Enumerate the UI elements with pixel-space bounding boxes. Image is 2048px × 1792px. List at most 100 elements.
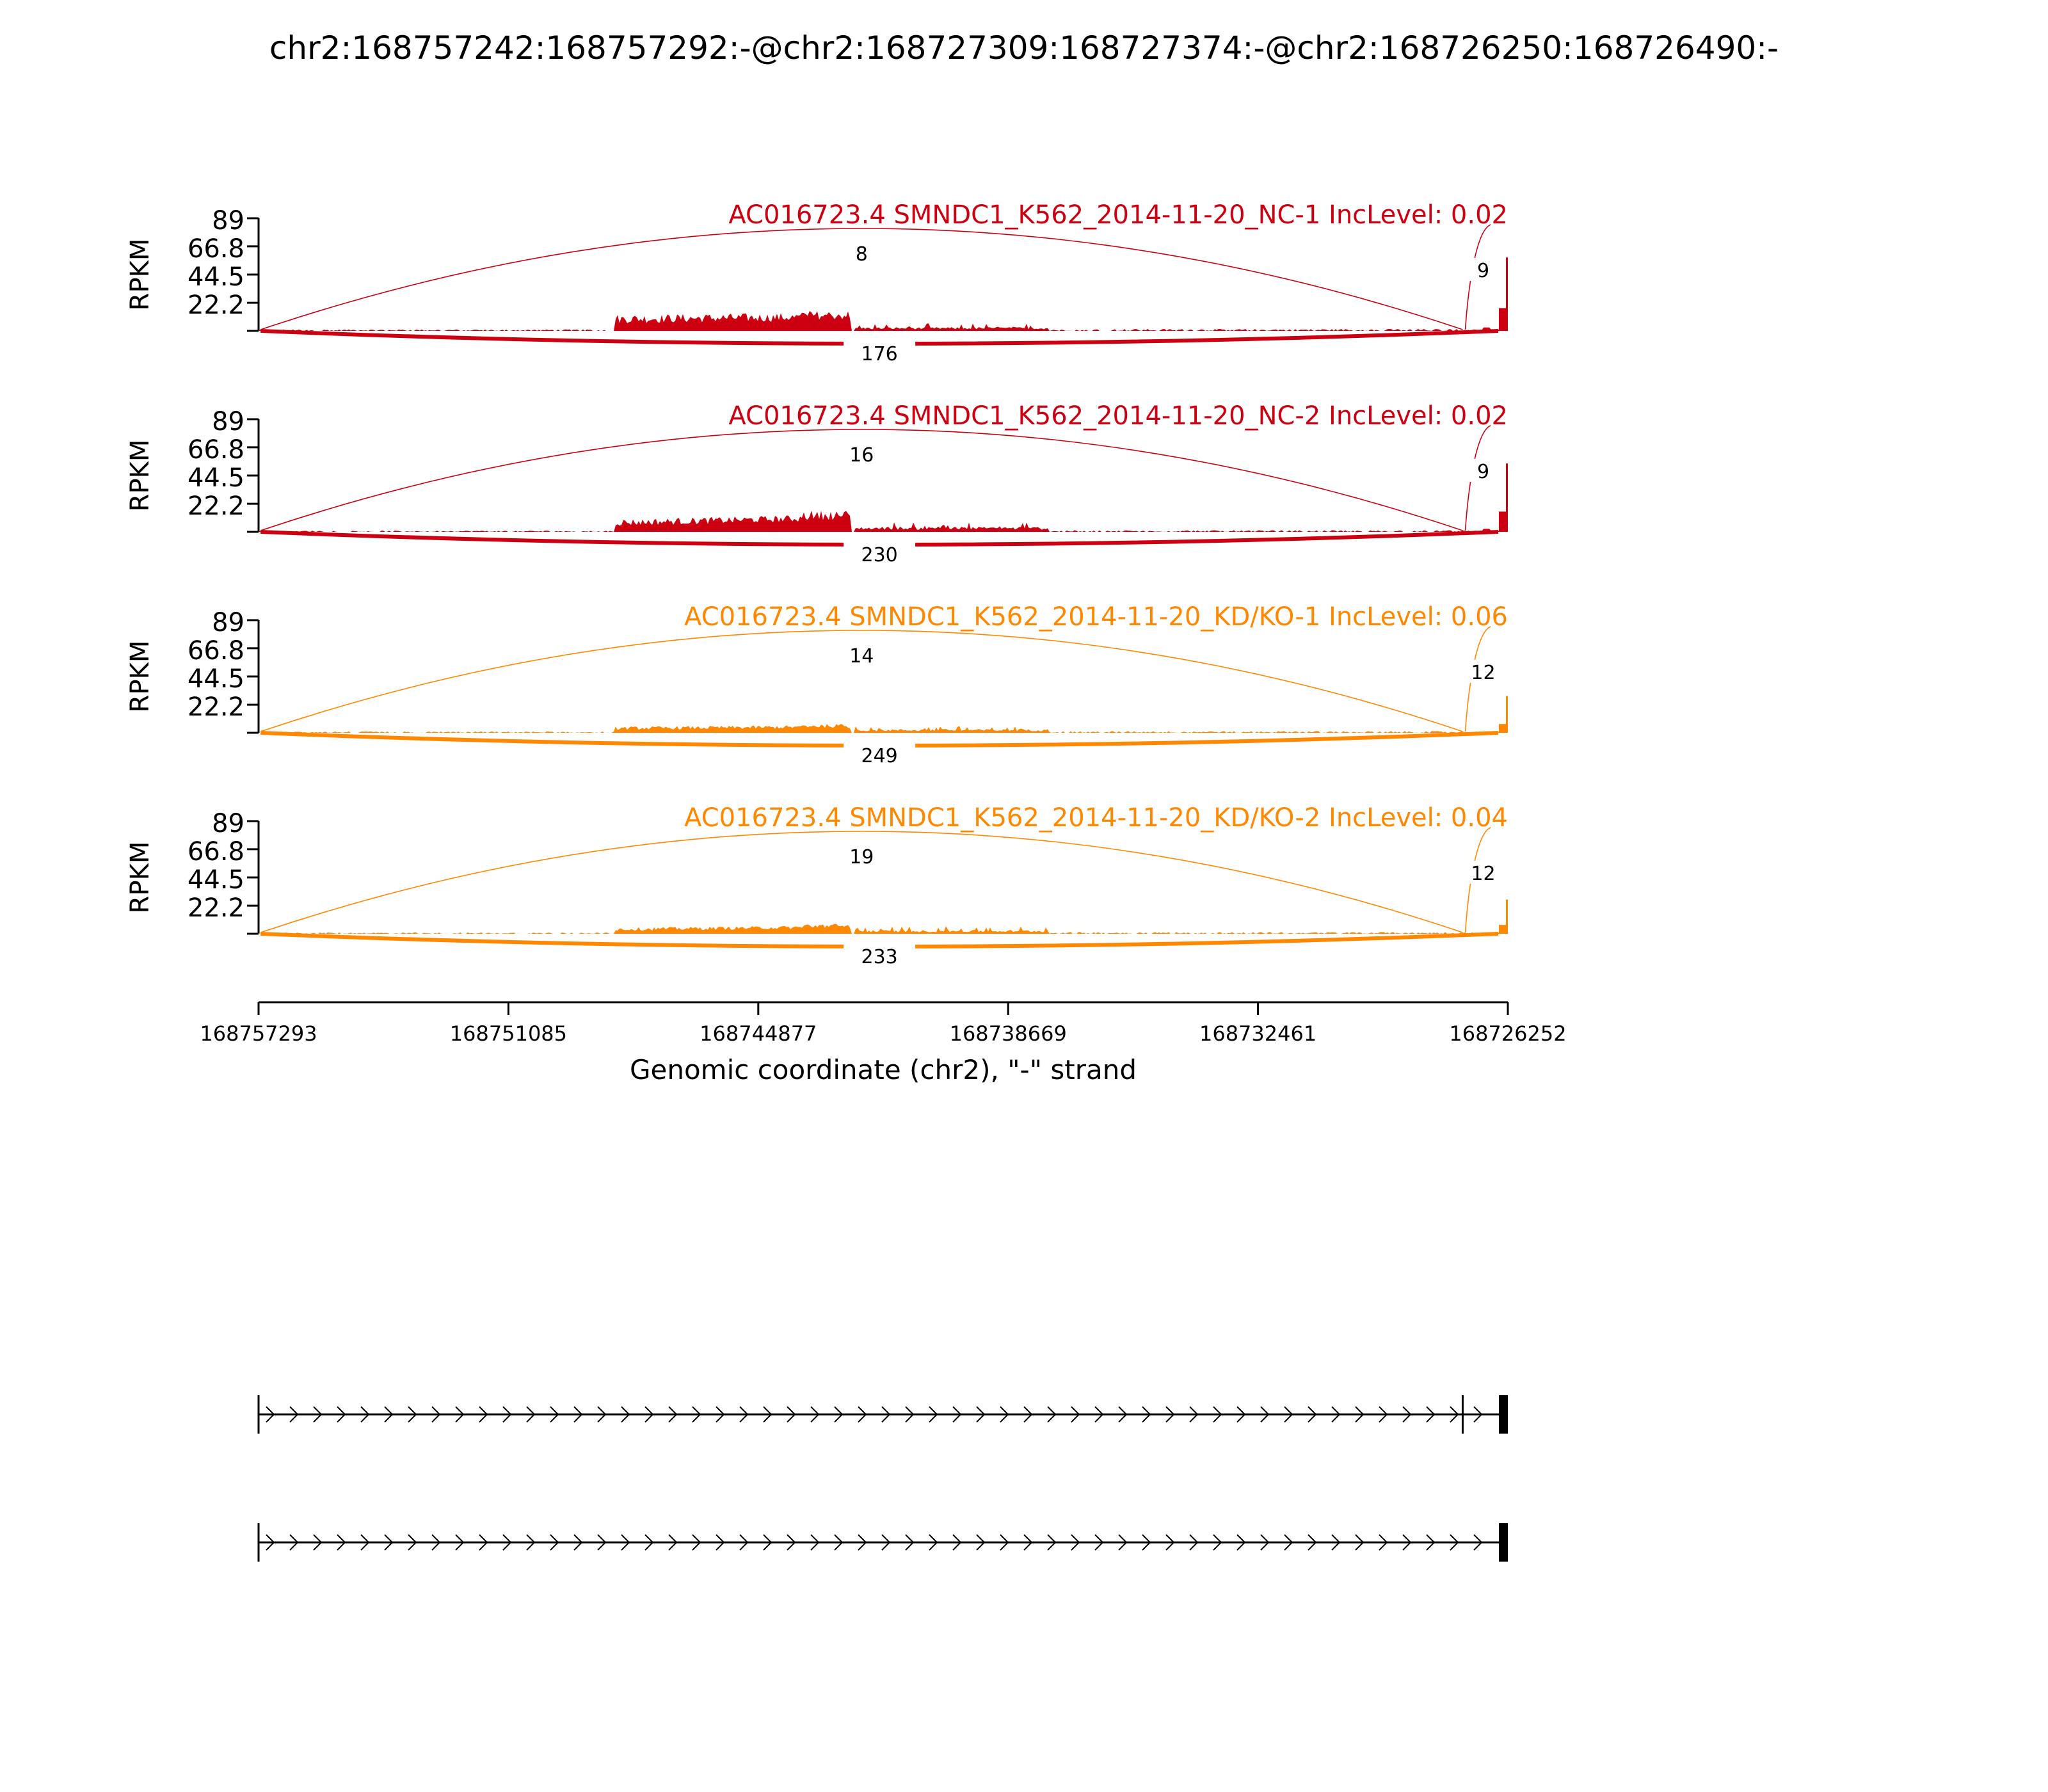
strand-chevron bbox=[976, 1406, 986, 1423]
junction-label-bg bbox=[1466, 660, 1500, 683]
strand-chevron bbox=[479, 1534, 488, 1551]
junction-arc bbox=[260, 429, 1463, 531]
strand-chevron bbox=[881, 1406, 891, 1423]
strand-chevron bbox=[573, 1406, 583, 1423]
y-tick-label: 89 bbox=[212, 206, 244, 236]
strand-chevron bbox=[1473, 1406, 1483, 1423]
exon-coverage-block bbox=[1499, 925, 1508, 934]
strand-chevron bbox=[1047, 1534, 1057, 1551]
strand-chevron bbox=[313, 1406, 323, 1423]
junction-read-count: 16 bbox=[849, 444, 874, 467]
strand-chevron bbox=[502, 1406, 512, 1423]
strand-chevron bbox=[526, 1406, 536, 1423]
strand-chevron bbox=[1308, 1406, 1317, 1423]
strand-chevron bbox=[1213, 1406, 1222, 1423]
strand-chevron bbox=[1189, 1406, 1199, 1423]
sample-label: AC016723.4 SMNDC1_K562_2014-11-20_NC-2 I… bbox=[728, 401, 1508, 431]
exon-coverage-peak bbox=[1506, 696, 1508, 733]
strand-chevron bbox=[1094, 1406, 1104, 1423]
strand-chevron bbox=[408, 1534, 417, 1551]
exon-coverage-block bbox=[1499, 724, 1508, 733]
strand-chevron bbox=[858, 1406, 867, 1423]
strand-chevron bbox=[668, 1406, 678, 1423]
strand-chevron bbox=[858, 1534, 867, 1551]
strand-chevron bbox=[1473, 1534, 1483, 1551]
junction-read-count: 12 bbox=[1471, 662, 1495, 684]
junction-read-count: 9 bbox=[1477, 260, 1489, 282]
y-axis-label: RPKM bbox=[125, 440, 155, 512]
figure-title: chr2:168757242:168757292:-@chr2:16872730… bbox=[269, 29, 1779, 67]
y-tick-label: 44.5 bbox=[188, 865, 244, 895]
strand-chevron bbox=[881, 1534, 891, 1551]
junction-label-bg bbox=[840, 442, 884, 465]
strand-chevron bbox=[929, 1406, 938, 1423]
strand-chevron bbox=[1000, 1534, 1009, 1551]
strand-chevron bbox=[1142, 1534, 1151, 1551]
y-tick-label: 22.2 bbox=[188, 692, 244, 722]
y-tick-label: 22.2 bbox=[188, 492, 244, 521]
coverage-area bbox=[259, 724, 1499, 733]
exon-coverage-peak bbox=[1506, 257, 1508, 331]
strand-chevron bbox=[976, 1534, 986, 1551]
x-axis-label: Genomic coordinate (chr2), "-" strand bbox=[630, 1054, 1137, 1085]
strand-chevron bbox=[716, 1534, 725, 1551]
junction-read-count: 8 bbox=[856, 243, 868, 266]
junction-read-count: 249 bbox=[861, 745, 897, 767]
strand-chevron bbox=[266, 1534, 275, 1551]
strand-chevron bbox=[1047, 1406, 1057, 1423]
junction-read-count: 230 bbox=[861, 544, 897, 566]
transcript-track bbox=[257, 1523, 1508, 1562]
junction-label-bg bbox=[844, 340, 916, 367]
strand-chevron bbox=[384, 1406, 394, 1423]
y-tick-label: 89 bbox=[212, 608, 244, 637]
strand-chevron bbox=[455, 1406, 465, 1423]
strand-chevron bbox=[1236, 1534, 1246, 1551]
strand-chevron bbox=[1023, 1406, 1033, 1423]
strand-chevron bbox=[1118, 1534, 1128, 1551]
transcript-exon-block bbox=[1499, 1523, 1508, 1562]
strand-chevron bbox=[905, 1406, 915, 1423]
strand-chevron bbox=[1260, 1534, 1270, 1551]
strand-chevron bbox=[289, 1534, 299, 1551]
junction-label-bg bbox=[1466, 459, 1500, 482]
strand-chevron bbox=[1331, 1406, 1341, 1423]
strand-chevron bbox=[1450, 1406, 1459, 1423]
strand-chevron bbox=[289, 1406, 299, 1423]
strand-chevron bbox=[1000, 1406, 1009, 1423]
junction-label-bg bbox=[840, 241, 884, 264]
x-tick-label: 168738669 bbox=[950, 1021, 1067, 1046]
strand-chevron bbox=[337, 1534, 346, 1551]
junction-label-bg bbox=[840, 643, 884, 666]
y-tick-label: 44.5 bbox=[188, 463, 244, 493]
y-tick-label: 44.5 bbox=[188, 664, 244, 694]
strand-chevron bbox=[502, 1534, 512, 1551]
transcript-track bbox=[257, 1395, 1508, 1434]
strand-chevron bbox=[1142, 1406, 1151, 1423]
x-tick-label: 168726252 bbox=[1449, 1021, 1566, 1046]
strand-chevron bbox=[1379, 1406, 1388, 1423]
strand-chevron bbox=[692, 1406, 701, 1423]
strand-chevron bbox=[1165, 1406, 1175, 1423]
y-axis-label: RPKM bbox=[125, 842, 155, 914]
strand-chevron bbox=[573, 1534, 583, 1551]
junction-label-bg bbox=[840, 844, 884, 867]
y-tick-label: 66.8 bbox=[188, 636, 244, 666]
strand-chevron bbox=[621, 1534, 630, 1551]
junction-read-count: 233 bbox=[861, 946, 897, 968]
strand-chevron bbox=[337, 1406, 346, 1423]
strand-chevron bbox=[763, 1406, 772, 1423]
junction-label-bg bbox=[1466, 861, 1500, 884]
coverage-area bbox=[259, 924, 1499, 934]
strand-chevron bbox=[1450, 1534, 1459, 1551]
strand-chevron bbox=[313, 1534, 323, 1551]
strand-chevron bbox=[834, 1534, 844, 1551]
junction-label-bg bbox=[844, 541, 916, 568]
exon-coverage-block bbox=[1499, 511, 1508, 532]
transcript-exon-block bbox=[1499, 1395, 1508, 1434]
strand-chevron bbox=[716, 1406, 725, 1423]
strand-chevron bbox=[431, 1534, 441, 1551]
strand-chevron bbox=[597, 1406, 607, 1423]
